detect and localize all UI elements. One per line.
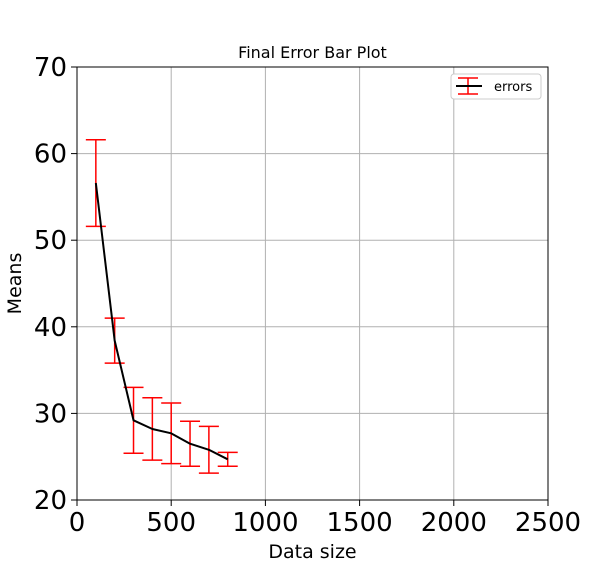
x-tick-label: 1500 xyxy=(327,508,393,538)
legend-label-errors: errors xyxy=(494,80,532,95)
x-axis-label: Data size xyxy=(268,541,356,561)
y-tick-label: 70 xyxy=(34,53,67,83)
legend-box xyxy=(450,73,542,100)
legend-errorbar-icon xyxy=(456,77,482,95)
series-layer xyxy=(85,138,238,474)
series-line-errors xyxy=(94,182,229,461)
chart-title: Final Error Bar Plot xyxy=(238,43,387,62)
y-axis-label: Means xyxy=(4,253,26,315)
x-tick-label: 500 xyxy=(146,508,196,538)
x-tick-label: 1000 xyxy=(232,508,298,538)
y-tick-label: 30 xyxy=(34,399,67,429)
x-tick-label: 2500 xyxy=(515,508,581,538)
x-tick-label: 2000 xyxy=(421,508,487,538)
legend: errors xyxy=(450,73,542,100)
plot-frame xyxy=(76,66,549,501)
y-tick-label: 50 xyxy=(34,226,67,256)
axis-ticks: 0 500 1000 1500 2000 2500 20 30 40 50 60 70 xyxy=(34,53,581,538)
grid-lines xyxy=(76,66,549,501)
y-tick-label: 60 xyxy=(34,140,67,170)
x-tick-label: 0 xyxy=(69,508,86,538)
y-tick-label: 40 xyxy=(34,313,67,343)
y-tick-label: 20 xyxy=(34,486,67,516)
